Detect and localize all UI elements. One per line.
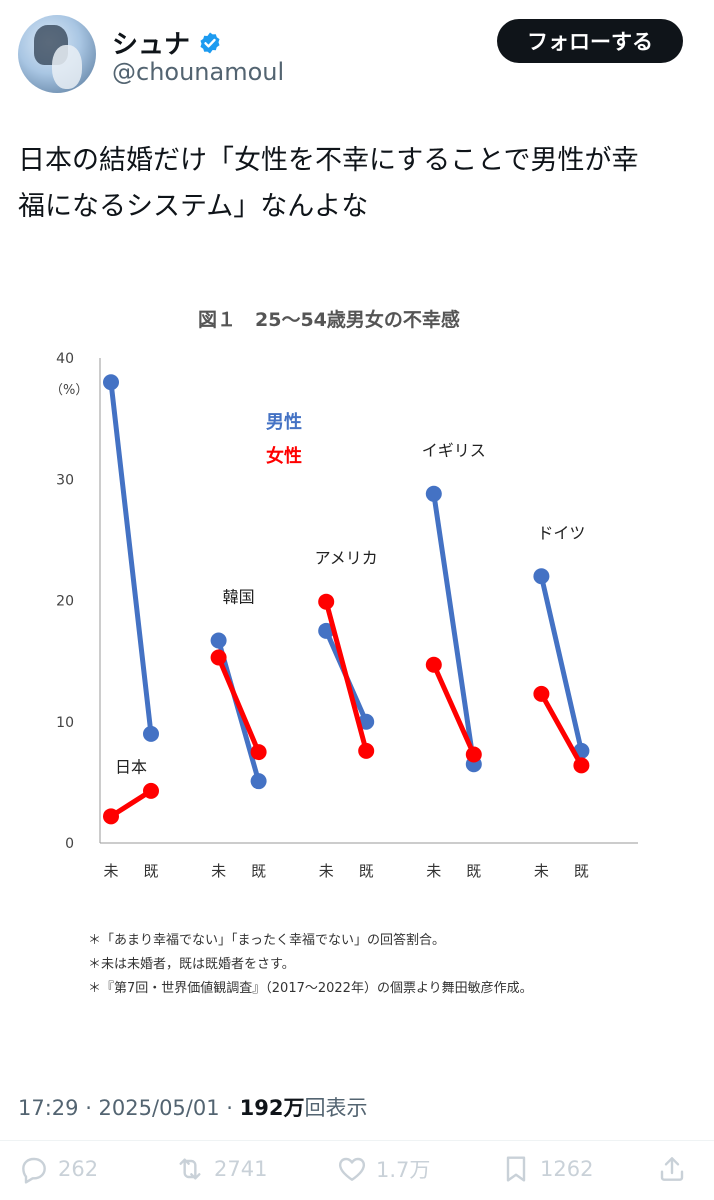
x-tick-label: 未 (426, 862, 441, 880)
country-label: ドイツ (537, 523, 585, 542)
chart-svg: 図１ 25〜54歳男女の不幸感 （%） 男性 女性 0 10 20 30 40 未 既 未 既 未… (50, 308, 638, 996)
axis-layer: 0 10 20 30 40 未 既 未 既 未 既 未 既 未 既 (56, 351, 638, 880)
tweet-text: 日本の結婚だけ「女性を不幸にすることで男性が幸 福になるシステム」なんよな (18, 145, 639, 222)
series-line-male (431, 491, 477, 767)
country-label: 韓国 (223, 588, 255, 607)
data-point-male (318, 622, 335, 639)
avatar[interactable] (18, 15, 96, 93)
x-tick-label: 既 (574, 862, 589, 880)
reply-icon (22, 1157, 46, 1184)
data-point-female (143, 782, 159, 799)
data-point-female (425, 656, 442, 673)
tweet-meta: 17:29 · 2025/05/01 · 192万回表示 (18, 1092, 367, 1122)
data-point-male (358, 713, 375, 730)
reply-count: 262 (58, 1157, 99, 1181)
view-label: 回表示 (304, 1096, 368, 1120)
y-tick-label: 0 (65, 836, 74, 852)
y-tick-label: 40 (56, 351, 74, 367)
chart-image[interactable]: 図１ 25〜54歳男女の不幸感 （%） 男性 女性 0 10 20 30 40 未 既 未 既 未… (18, 262, 696, 1052)
data-point-male (250, 773, 267, 790)
series-line-male (538, 573, 584, 754)
y-axis-unit: （%） (50, 383, 88, 398)
repost-count: 2741 (214, 1157, 268, 1181)
view-count: 192万 (239, 1096, 305, 1120)
data-point-male (210, 632, 227, 649)
x-tick-label: 未 (534, 862, 549, 880)
data-point-female (103, 808, 119, 825)
author-name[interactable]: シュナ (112, 30, 191, 60)
bookmark-button[interactable]: 1262 (500, 1144, 593, 1194)
x-tick-label: 既 (466, 862, 481, 880)
series-line-female (431, 662, 477, 757)
like-button[interactable]: 1.7万 (336, 1144, 430, 1194)
data-point-female (573, 757, 590, 774)
data-point-female (318, 593, 335, 610)
x-tick-label: 未 (103, 862, 118, 880)
x-tick-label: 既 (359, 862, 374, 880)
series-line-female (538, 691, 584, 768)
share-icon (660, 1157, 684, 1181)
x-tick-label: 既 (143, 862, 158, 880)
y-tick-label: 20 (56, 594, 74, 610)
legend-female: 女性 (266, 445, 302, 467)
x-tick-label: 既 (251, 862, 266, 880)
follow-button[interactable]: フォローする (497, 19, 683, 63)
legend-male: 男性 (266, 411, 302, 433)
divider (0, 1140, 714, 1141)
chart-title: 図１ 25〜54歳男女の不幸感 (198, 308, 460, 331)
verified-badge-icon (200, 32, 220, 53)
country-label: アメリカ (315, 549, 378, 568)
author-name-row: シュナ (112, 24, 222, 61)
country-label: イギリス (422, 441, 486, 460)
repost-button[interactable]: 2741 (174, 1144, 267, 1194)
data-point-female (210, 649, 227, 666)
data-point-female (250, 744, 267, 761)
series-line-male (108, 379, 154, 737)
data-point-female (533, 685, 550, 702)
data-point-female (358, 742, 375, 759)
chart-note-3: ＊『第7回・世界価値観調査』（2017〜2022年）の個票より舞田敏彦作成。 (88, 980, 533, 996)
country-label: 日本 (115, 757, 147, 776)
share-button[interactable] (656, 1144, 688, 1194)
series-line-female (216, 654, 262, 755)
avatar-figure-face (52, 45, 82, 89)
reply-button[interactable]: 262 (18, 1144, 98, 1194)
repost-icon (179, 1158, 201, 1180)
chart-note-1: ＊「あまり幸福でない」「まったく幸福でない」の回答割合。 (88, 932, 445, 948)
y-tick-label: 30 (56, 472, 74, 488)
like-count: 1.7万 (376, 1158, 431, 1182)
series-line-female (323, 599, 369, 754)
data-point-female (465, 746, 482, 763)
tweet-timestamp[interactable]: 17:29 · 2025/05/01 · (18, 1096, 240, 1120)
x-tick-label: 未 (211, 862, 226, 880)
y-tick-label: 10 (56, 715, 74, 731)
data-point-male (103, 374, 119, 391)
heart-icon (338, 1157, 366, 1181)
author-handle[interactable]: @chounamoul (112, 58, 285, 86)
chart-note-2: ＊未は未婚者，既は既婚者をさす。 (88, 957, 295, 972)
data-point-male (533, 568, 550, 585)
data-point-male (425, 485, 442, 502)
bookmark-count: 1262 (540, 1157, 594, 1181)
x-tick-label: 未 (319, 862, 334, 880)
bookmark-icon (506, 1156, 526, 1182)
data-point-male (143, 725, 159, 742)
action-bar: 262 2741 1.7万 1262 (0, 1144, 714, 1194)
